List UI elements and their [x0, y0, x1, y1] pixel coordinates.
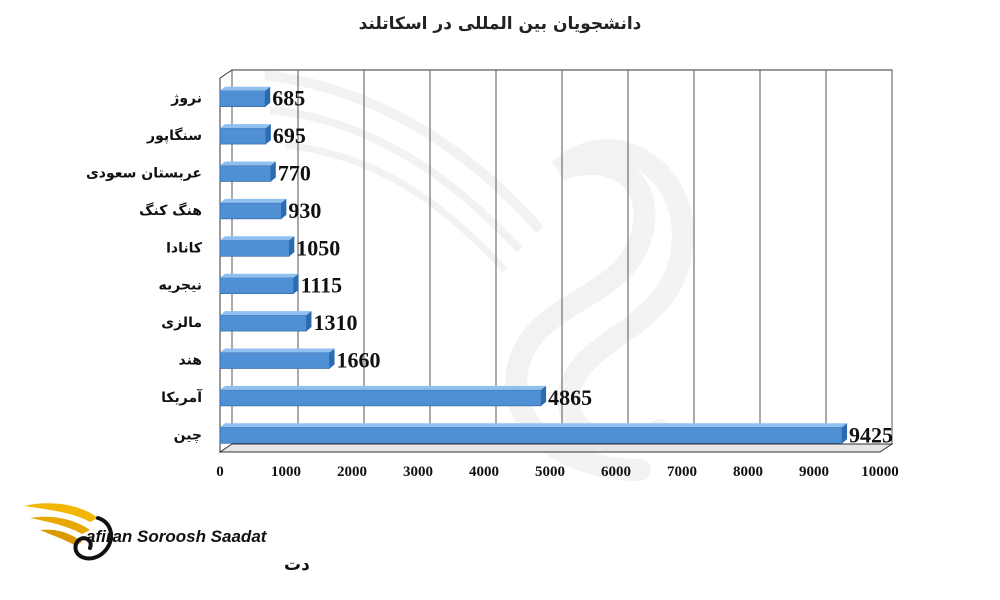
bar-side [289, 236, 295, 257]
x-axis-ticks: 0 1000 2000 3000 4000 5000 6000 7000 8000 9000 100… [216, 464, 899, 480]
x-tick-label: 6000 [601, 464, 631, 480]
bar-side [265, 124, 271, 145]
plot-left-edge [219, 69, 233, 79]
value-label: 1050 [296, 235, 340, 260]
x-tick-label: 2000 [337, 464, 367, 480]
x-tick-label: 1000 [271, 464, 301, 480]
value-labels: 685 695 770 930 1050 1115 1310 1660 4865 9425 [272, 86, 893, 448]
brand-name-fa: سفیران سروش سعادت [284, 555, 310, 575]
bar [219, 423, 848, 444]
bars [219, 86, 848, 444]
bar-top [220, 348, 335, 353]
bar-front [219, 389, 542, 407]
bar [219, 161, 276, 182]
bar-top [220, 236, 295, 241]
bar-side [281, 198, 287, 219]
category-label: هند [178, 353, 202, 369]
x-tick-label: 5000 [535, 464, 565, 480]
value-label: 9425 [849, 422, 893, 447]
category-labels: نروژ سنگاپور عربستان سعودی هنگ کنگ کانادا نیج… [86, 91, 203, 444]
x-tick-label: 0 [216, 464, 224, 480]
bar-top [220, 423, 848, 428]
plot-floor-plane [218, 443, 894, 453]
bar-front [219, 314, 307, 332]
value-label: 770 [278, 161, 311, 186]
bar-side [293, 273, 299, 294]
category-label: نروژ [170, 91, 202, 107]
bar-front [219, 90, 266, 107]
category-label: سنگاپور [146, 127, 202, 144]
bar [219, 385, 547, 407]
value-label: 695 [273, 123, 306, 148]
bar-front [219, 127, 267, 145]
bar-front [219, 240, 290, 257]
swan-watermark [264, 70, 694, 481]
bar-side [270, 161, 276, 182]
x-tick-label: 9000 [799, 464, 829, 480]
category-label: نیجریه [158, 278, 202, 294]
plot-floor [218, 443, 894, 453]
x-tick-label: 8000 [733, 464, 763, 480]
category-label: هنگ کنگ [139, 202, 202, 219]
value-label: 685 [272, 86, 305, 111]
bar-top [220, 311, 312, 316]
category-label: عربستان سعودی [86, 166, 202, 182]
bar-top [220, 86, 271, 91]
bar-front [219, 165, 272, 182]
chart-title: دانشجویان بین المللی در اسکاتلند [358, 14, 642, 34]
category-label: کانادا [166, 240, 203, 256]
bar-top [220, 124, 271, 129]
category-label: مالزی [161, 315, 202, 331]
bar-top [220, 273, 299, 278]
bar-top [220, 198, 287, 203]
bar-side [329, 348, 335, 369]
bar-front [219, 277, 294, 295]
x-tick-label: 7000 [667, 464, 697, 480]
bar [219, 236, 295, 257]
value-label: 1660 [337, 348, 381, 373]
category-label: چین [174, 427, 202, 443]
bar-top [220, 385, 547, 390]
bar-front [219, 202, 282, 220]
bar-top [220, 161, 276, 166]
x-tick-label: 3000 [403, 464, 433, 480]
x-tick-label: 10000 [861, 464, 899, 480]
gridlines [219, 69, 893, 452]
value-label: 1115 [301, 273, 343, 298]
bar-side [265, 86, 271, 107]
bar [219, 86, 271, 107]
value-label: 930 [288, 198, 321, 223]
bar-front [219, 426, 843, 444]
category-label: آمریکا [161, 388, 203, 406]
x-tick-label: 4000 [469, 464, 499, 480]
bar [219, 348, 335, 369]
bar-side [541, 385, 547, 406]
wing-logo-icon [24, 503, 114, 561]
bar [219, 311, 312, 332]
bar [219, 198, 287, 220]
brand-name-en: afiran Soroosh Saadat [86, 527, 268, 546]
bar [219, 124, 271, 145]
bar-side [306, 311, 312, 332]
value-label: 4865 [548, 385, 592, 410]
bar-side [842, 423, 848, 444]
value-label: 1310 [313, 310, 357, 335]
bar [219, 273, 299, 295]
brand-logo: afiran Soroosh Saadat سفیران سروش سعادت [24, 503, 310, 575]
bar-front [219, 352, 330, 369]
